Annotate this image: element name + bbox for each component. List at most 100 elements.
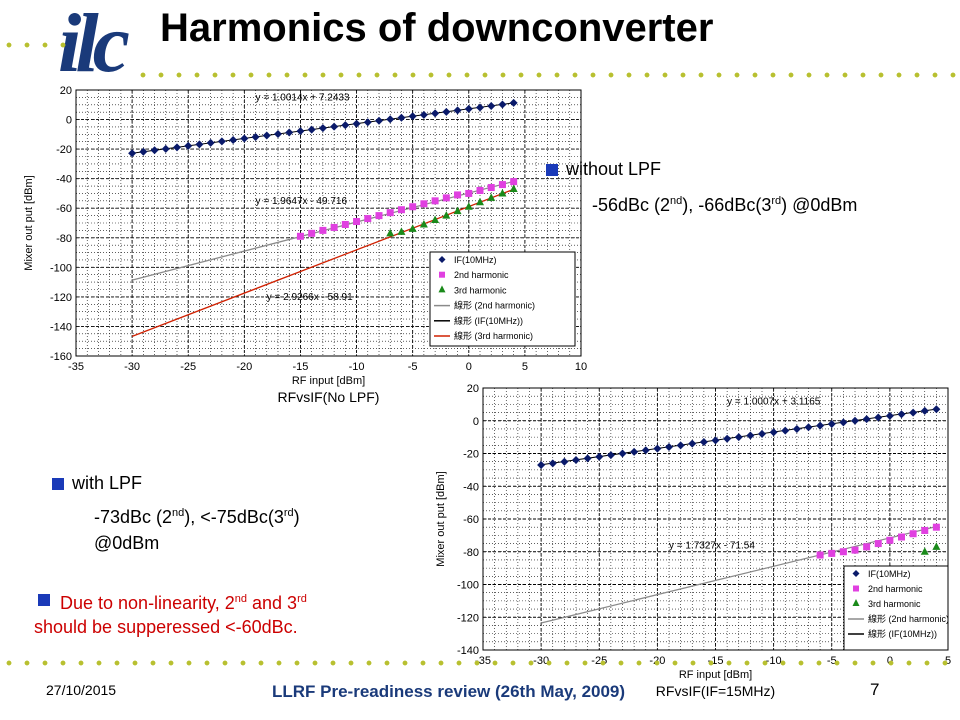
data-point-3rd-harmonic xyxy=(476,197,484,206)
x-tick-label: -30 xyxy=(124,361,140,373)
legend-label: 線形 (IF(10MHz)) xyxy=(868,628,937,639)
x-tick-label: -20 xyxy=(236,361,252,373)
data-point-if xyxy=(274,130,282,139)
data-point-if xyxy=(665,442,673,451)
data-point-3rd-harmonic xyxy=(408,224,417,232)
data-point-if xyxy=(139,147,148,156)
legend-label: 線形 (IF(10MHz)) xyxy=(454,315,523,326)
data-point-if xyxy=(352,119,361,128)
data-point-2nd-harmonic xyxy=(510,178,518,186)
note-sup: nd xyxy=(234,593,248,605)
data-point-3rd-harmonic xyxy=(464,202,473,210)
x-axis-label: RF input [dBm] xyxy=(292,375,365,387)
data-point-if xyxy=(932,405,941,414)
data-point-2nd-harmonic xyxy=(816,551,824,559)
top-dots-divider-left xyxy=(0,42,70,48)
data-point-if xyxy=(128,149,137,158)
legend-marker-diamond xyxy=(438,256,446,263)
legend-marker-square xyxy=(853,585,859,592)
y-tick-label: 20 xyxy=(60,85,72,97)
data-point-if xyxy=(217,137,226,146)
data-point-if xyxy=(307,125,316,134)
legend-label: 3rd harmonic xyxy=(868,599,921,609)
data-point-if xyxy=(419,110,428,119)
data-point-2nd-harmonic xyxy=(851,546,859,554)
data-point-if xyxy=(229,135,238,144)
data-point-2nd-harmonic xyxy=(442,194,450,202)
data-point-if xyxy=(595,452,604,461)
data-point-if xyxy=(606,451,615,460)
data-point-if xyxy=(711,436,720,445)
x-tick-label: -10 xyxy=(349,361,365,373)
equation-label: y = 1.0014x + 7.2433 xyxy=(256,92,350,103)
data-point-if xyxy=(408,112,417,121)
y-tick-label: -100 xyxy=(50,262,72,274)
data-point-if xyxy=(161,144,170,153)
bullet-nonlinearity xyxy=(38,594,50,606)
data-point-if xyxy=(839,418,848,427)
legend-label: 2nd harmonic xyxy=(868,584,923,594)
legend-label: 線形 (2nd harmonic) xyxy=(868,613,949,624)
data-point-if xyxy=(476,103,484,112)
note-sup: nd xyxy=(172,507,185,519)
data-point-if xyxy=(862,415,871,424)
y-tick-label: -140 xyxy=(457,645,479,657)
data-point-2nd-harmonic xyxy=(454,191,462,199)
y-tick-label: -40 xyxy=(56,174,72,186)
data-point-if xyxy=(769,428,778,437)
data-point-3rd-harmonic xyxy=(453,206,462,215)
data-point-if xyxy=(431,109,440,118)
note-with-lpf-heading: with LPF xyxy=(72,473,143,493)
x-tick-label: 5 xyxy=(522,361,528,373)
data-point-if xyxy=(285,128,294,137)
data-point-2nd-harmonic xyxy=(498,181,506,189)
data-point-2nd-harmonic xyxy=(409,203,417,211)
note-without-lpf-values: -56dBc (2nd), -66dBc(3rd) @0dBm xyxy=(592,190,857,216)
data-point-3rd-harmonic xyxy=(498,188,507,197)
data-point-if xyxy=(240,134,249,143)
data-point-if xyxy=(206,138,215,147)
note-with-lpf-values: -73dBc (2nd), <-75dBc(3rd) xyxy=(94,502,300,528)
data-point-if xyxy=(330,122,339,131)
data-point-3rd-harmonic xyxy=(442,211,451,219)
note-without-lpf-heading: without LPF xyxy=(566,159,662,179)
page-title: Harmonics of downconverter xyxy=(160,6,714,50)
data-point-3rd-harmonic xyxy=(920,547,929,555)
legend-box xyxy=(843,565,949,651)
equation-label: y = 1.9647x - 49.716 xyxy=(256,196,348,207)
data-point-if xyxy=(453,106,462,115)
legend-label: 3rd harmonic xyxy=(454,285,507,295)
chart-title: RFvsIF(IF=15MHz) xyxy=(656,683,775,699)
data-point-if xyxy=(560,457,569,466)
footer-title: LLRF Pre-readiness review (26th May, 200… xyxy=(272,682,626,701)
data-point-if xyxy=(150,146,159,155)
note-text: and 3 xyxy=(247,593,298,613)
data-point-if xyxy=(723,434,732,443)
data-point-3rd-harmonic xyxy=(509,184,518,193)
data-point-if xyxy=(688,439,697,448)
data-point-3rd-harmonic xyxy=(386,228,395,237)
y-axis-label: Mixer out put [dBm] xyxy=(23,175,35,270)
data-point-2nd-harmonic xyxy=(828,549,836,557)
x-tick-label: -15 xyxy=(292,361,308,373)
data-point-if xyxy=(464,104,473,113)
note-nonlinearity: Due to non-linearity, 2nd and 3rd xyxy=(60,588,307,614)
data-point-if xyxy=(630,447,639,456)
y-tick-label: 20 xyxy=(467,383,479,395)
data-point-if xyxy=(318,124,327,133)
legend-box xyxy=(429,251,576,347)
data-point-if xyxy=(397,113,406,122)
x-axis-label: RF input [dBm] xyxy=(679,669,752,681)
data-point-if xyxy=(487,101,496,110)
legend-marker-diamond xyxy=(852,570,860,577)
legend-marker-triangle xyxy=(438,285,446,293)
note-text: -73dBc (2 xyxy=(94,507,173,527)
data-point-if xyxy=(897,410,906,419)
data-point-if xyxy=(920,406,929,415)
data-point-if xyxy=(262,131,271,140)
data-point-if xyxy=(734,433,743,442)
data-point-if xyxy=(699,438,708,447)
data-point-if xyxy=(498,100,507,109)
data-point-if xyxy=(804,423,813,432)
x-tick-label: -5 xyxy=(408,361,418,373)
